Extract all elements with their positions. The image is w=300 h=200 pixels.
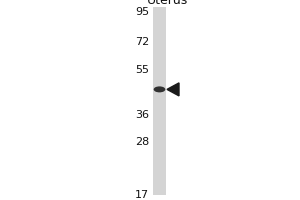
Text: 95: 95 — [135, 7, 149, 17]
Text: Uterus: Uterus — [147, 0, 188, 7]
Text: 17: 17 — [135, 190, 149, 200]
Text: 28: 28 — [135, 137, 149, 147]
Text: 36: 36 — [135, 110, 149, 120]
Text: 55: 55 — [135, 65, 149, 75]
Text: 72: 72 — [135, 37, 149, 47]
Ellipse shape — [154, 86, 165, 92]
Bar — [153, 7, 166, 195]
Polygon shape — [167, 83, 179, 96]
